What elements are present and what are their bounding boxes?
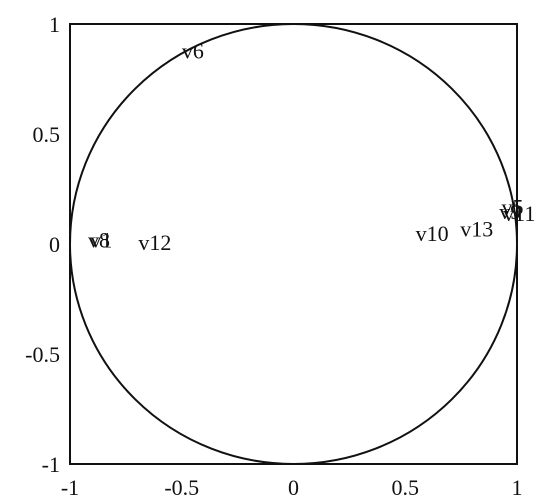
y-tick-label: -0.5 bbox=[25, 342, 60, 367]
y-tick-label: 0 bbox=[49, 232, 60, 257]
point-label-v1: v1 bbox=[90, 228, 112, 253]
point-label-v9: v9 bbox=[499, 199, 521, 224]
y-tick-label: 0.5 bbox=[33, 122, 61, 147]
x-tick-label: 0.5 bbox=[392, 475, 420, 500]
x-tick-label: 1 bbox=[512, 475, 523, 500]
point-label-v11: v11 bbox=[503, 201, 535, 226]
point-label-v5: v5 bbox=[502, 195, 524, 220]
plot-frame bbox=[69, 23, 518, 465]
point-label-v13: v13 bbox=[460, 217, 493, 242]
point-label-v10: v10 bbox=[416, 221, 449, 246]
x-tick-label: 0 bbox=[288, 475, 299, 500]
x-tick-label: -1 bbox=[61, 475, 79, 500]
point-label-v6: v6 bbox=[182, 38, 204, 63]
point-label-v8: v8 bbox=[88, 228, 110, 253]
y-tick-label: -1 bbox=[42, 452, 60, 477]
x-tick-label: -0.5 bbox=[164, 475, 199, 500]
point-label-v12: v12 bbox=[138, 230, 171, 255]
unit-circle bbox=[69, 23, 518, 465]
y-tick-label: 1 bbox=[49, 12, 60, 37]
